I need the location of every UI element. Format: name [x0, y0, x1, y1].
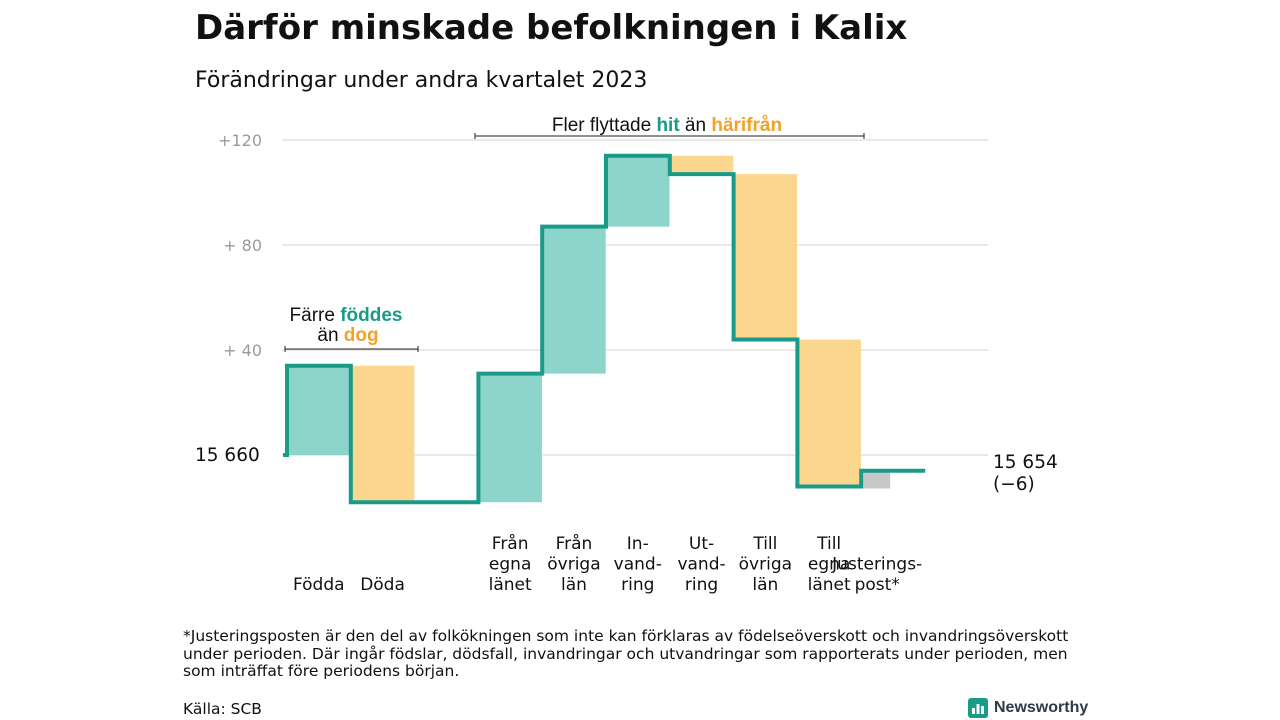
category-label: Ut- [689, 534, 714, 554]
y-tick-label: + 40 [223, 341, 262, 360]
category-label: ring [685, 575, 718, 595]
annotation-part: hit [656, 115, 680, 136]
end-value-label: (−6) [993, 474, 1035, 495]
annotation-births-line2: än dog [317, 325, 378, 346]
waterfall-bar [287, 365, 351, 455]
category-label: Döda [360, 575, 405, 595]
annotation-births-line1: Färre föddes [290, 305, 403, 326]
y-tick-label: + 80 [223, 236, 262, 255]
annotation-part: än [680, 115, 712, 136]
waterfall-bar [863, 470, 891, 489]
waterfall-bar [350, 365, 415, 503]
waterfall-bar [478, 373, 542, 503]
category-label: Till [752, 534, 777, 554]
category-label: län [561, 575, 587, 595]
category-label: post* [855, 575, 900, 595]
end-value-label: 15 654 [993, 452, 1058, 473]
category-label: länet [489, 575, 532, 595]
y-tick-label: +120 [218, 131, 262, 150]
annotation-part: dog [344, 325, 379, 346]
category-label: Födda [293, 575, 345, 595]
category-label: egna [808, 555, 850, 575]
category-label: vand- [677, 555, 725, 575]
bar-chart-icon [968, 698, 988, 718]
category-label: länet [808, 575, 851, 595]
category-label: övriga [547, 555, 600, 575]
category-label: Justerings- [831, 555, 922, 575]
category-label: egna [489, 555, 531, 575]
category-label: Till [816, 534, 841, 554]
line-layer [283, 153, 926, 505]
chart-subtitle: Förändringar under andra kvartalet 2023 [195, 68, 648, 93]
annotation-part: Fler flyttade [552, 115, 657, 136]
annotation-part: härifrån [711, 115, 782, 136]
bar-layer [287, 155, 891, 503]
category-label: vand- [614, 555, 662, 575]
annotation-part: Färre [290, 305, 341, 326]
annotation-part: föddes [340, 305, 402, 326]
category-label: övriga [739, 555, 792, 575]
waterfall-bar [797, 339, 861, 487]
waterfall-bar [542, 226, 606, 374]
cumulative-step-line [283, 153, 926, 505]
newsworthy-logo: Newsworthy [968, 697, 1088, 719]
category-label: Från [492, 533, 529, 554]
chart-title: Därför minskade befolkningen i Kalix [195, 8, 908, 48]
start-value-label: 15 660 [195, 445, 260, 466]
footnote: *Justeringsposten är den del av folkökni… [183, 627, 1069, 680]
category-label: Från [556, 533, 593, 554]
category-label: län [752, 575, 778, 595]
annotation-part: än [317, 325, 343, 346]
category-label: In- [627, 534, 649, 554]
waterfall-bar [606, 155, 670, 227]
waterfall-bar [733, 174, 798, 340]
category-label: ring [621, 575, 654, 595]
logo-text: Newsworthy [994, 699, 1089, 716]
waterfall-bar [669, 155, 734, 175]
source-label: Källa: SCB [183, 700, 262, 718]
annotation-migration: Fler flyttade hit än härifrån [552, 115, 782, 136]
